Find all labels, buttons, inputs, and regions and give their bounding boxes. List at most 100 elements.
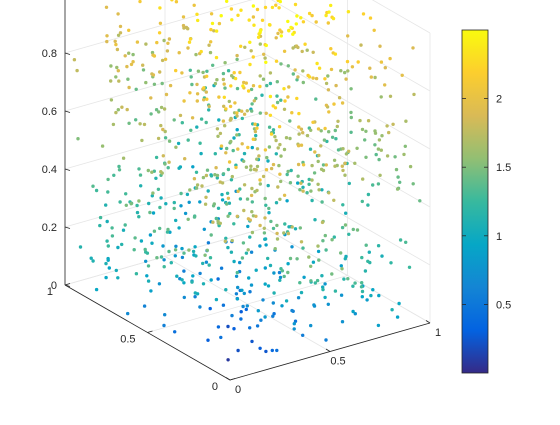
scatter-point: [268, 23, 271, 26]
scatter-point: [308, 75, 311, 78]
scatter-point: [187, 248, 190, 251]
scatter-point: [267, 207, 270, 210]
scatter-point: [114, 111, 117, 114]
scatter-point: [250, 88, 253, 91]
scatter-point: [205, 261, 208, 264]
scatter-point: [279, 180, 282, 183]
scatter-point: [268, 126, 271, 129]
scatter-point: [141, 63, 144, 66]
scatter-point: [217, 118, 220, 121]
scatter-point: [257, 154, 260, 157]
scatter-point: [361, 295, 364, 298]
scatter-point: [234, 77, 237, 80]
scatter-point: [197, 70, 200, 73]
scatter-point: [271, 349, 274, 352]
scatter-point: [226, 325, 229, 328]
scatter-point: [119, 25, 122, 28]
scatter-point: [162, 154, 165, 157]
scatter-point: [149, 112, 152, 115]
scatter-point: [251, 231, 254, 234]
scatter-point: [361, 128, 364, 131]
scatter-point: [278, 143, 281, 146]
scatter-point: [179, 204, 182, 207]
scatter-point: [205, 90, 208, 93]
scatter-point: [275, 232, 278, 235]
scatter-point: [285, 299, 288, 302]
scatter-point: [239, 45, 242, 48]
scatter-point: [205, 98, 208, 101]
scatter-point: [301, 246, 304, 249]
scatter-point: [162, 258, 165, 261]
scatter-point: [283, 50, 286, 53]
scatter-point: [295, 257, 298, 260]
z-tick-mark: [65, 53, 70, 55]
scatter-point: [105, 40, 108, 43]
scatter-point: [369, 294, 372, 297]
scatter-point: [312, 261, 315, 264]
scatter-point: [272, 271, 275, 274]
scatter-point: [241, 142, 244, 145]
scatter-point: [249, 165, 252, 168]
scatter-point: [190, 83, 193, 86]
scatter-point: [125, 204, 128, 207]
scatter-point: [275, 94, 278, 97]
scatter-point: [219, 132, 222, 135]
scatter-point: [291, 33, 294, 36]
scatter-point: [178, 51, 181, 54]
scatter-point: [200, 50, 203, 53]
scatter-point: [348, 182, 351, 185]
scatter-point: [186, 46, 189, 49]
scatter-point: [189, 129, 192, 132]
scatter-point: [195, 83, 198, 86]
scatter-point: [161, 59, 164, 62]
scatter-point: [225, 0, 228, 3]
scatter-point: [332, 17, 335, 20]
scatter-point: [118, 200, 121, 203]
scatter-point: [404, 120, 407, 123]
y-tick-label: 0: [212, 381, 218, 393]
scatter-point: [206, 249, 209, 252]
scatter-point: [317, 188, 320, 191]
x-tick-mark: [426, 321, 430, 324]
scatter-point: [140, 239, 143, 242]
scatter-point: [199, 152, 202, 155]
scatter-point: [327, 88, 330, 91]
axis-lines: [65, 0, 430, 380]
scatter-point: [364, 130, 367, 133]
scatter-point: [166, 49, 169, 52]
scatter-point: [290, 309, 293, 312]
scatter-point: [224, 237, 227, 240]
scatter-point: [279, 62, 282, 65]
scatter-point: [344, 257, 347, 260]
scatter-point: [367, 119, 370, 122]
scatter-point: [345, 152, 348, 155]
scatter-point: [232, 136, 235, 139]
scatter-point: [158, 227, 161, 230]
scatter-point: [264, 204, 267, 207]
x-tick-mark: [226, 378, 230, 381]
scatter-point: [404, 145, 407, 148]
scatter-point: [312, 303, 315, 306]
scatter-point: [294, 3, 297, 6]
scatter-point: [216, 277, 219, 280]
scatter-point: [327, 191, 330, 194]
scatter-point: [323, 296, 326, 299]
scatter-point: [252, 24, 255, 27]
scatter-point: [235, 275, 238, 278]
scatter-point: [282, 87, 285, 90]
scatter-point: [126, 108, 129, 111]
scatter-point: [263, 227, 266, 230]
scatter-point: [273, 135, 276, 138]
scatter-point: [248, 63, 251, 66]
scatter-point: [343, 162, 346, 165]
scatter-point: [279, 99, 282, 102]
scatter-point: [327, 110, 330, 113]
scatter-point: [344, 223, 347, 226]
scatter-point: [188, 188, 191, 191]
scatter-point: [329, 4, 332, 7]
scatter-point: [104, 203, 107, 206]
scatter-point: [142, 68, 145, 71]
scatter-point: [311, 121, 314, 124]
scatter-point: [151, 191, 154, 194]
scatter-point: [283, 148, 286, 151]
